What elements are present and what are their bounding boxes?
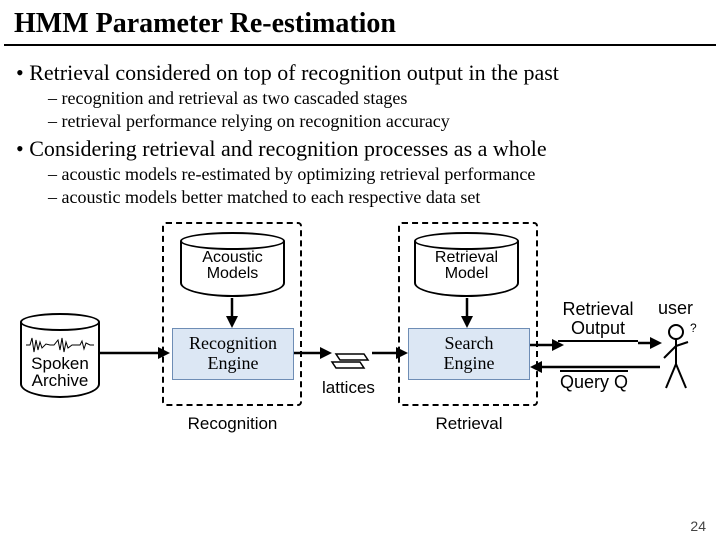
spoken-archive-label: SpokenArchive <box>20 355 100 389</box>
recognition-engine-box: RecognitionEngine <box>172 328 294 380</box>
arrow-acoustic-to-engine <box>225 298 239 328</box>
search-engine-box: SearchEngine <box>408 328 530 380</box>
architecture-diagram: SpokenArchive AcousticModels Recognition… <box>10 218 710 453</box>
arrow-retmodel-to-search <box>460 298 474 328</box>
subbullet-3: acoustic models re-estimated by optimizi… <box>48 164 704 185</box>
acoustic-models-label: AcousticModels <box>180 250 285 282</box>
arrow-recognition-to-lattices <box>294 346 332 360</box>
bullet-2: Considering retrieval and recognition pr… <box>16 136 704 162</box>
lattices-icon <box>328 348 372 376</box>
spoken-archive-cylinder: SpokenArchive <box>20 313 100 398</box>
arrow-output-to-user <box>638 336 662 350</box>
query-q-label: Query Q <box>560 370 628 393</box>
acoustic-models-cylinder: AcousticModels <box>180 232 285 298</box>
user-label: user <box>658 298 693 319</box>
waveform-icon <box>24 334 96 356</box>
retrieval-stage-label: Retrieval <box>408 414 530 434</box>
bullet-1: Retrieval considered on top of recogniti… <box>16 60 704 86</box>
page-number: 24 <box>690 518 706 534</box>
retrieval-model-label: RetrievalModel <box>414 250 519 282</box>
subbullet-2: retrieval performance relying on recogni… <box>48 111 704 132</box>
bullet-list: Retrieval considered on top of recogniti… <box>0 46 720 214</box>
retrieval-model-cylinder: RetrievalModel <box>414 232 519 298</box>
lattices-label: lattices <box>322 378 375 398</box>
svg-text:?: ? <box>690 322 697 335</box>
slide-title: HMM Parameter Re-estimation <box>4 0 716 46</box>
subbullet-4: acoustic models better matched to each r… <box>48 187 704 208</box>
retrieval-output-text: RetrievalOutput <box>562 299 633 338</box>
recognition-stage-label: Recognition <box>165 414 300 434</box>
user-icon: ? <box>660 322 700 394</box>
retrieval-output-label: RetrievalOutput <box>558 300 638 342</box>
subbullet-1: recognition and retrieval as two cascade… <box>48 88 704 109</box>
